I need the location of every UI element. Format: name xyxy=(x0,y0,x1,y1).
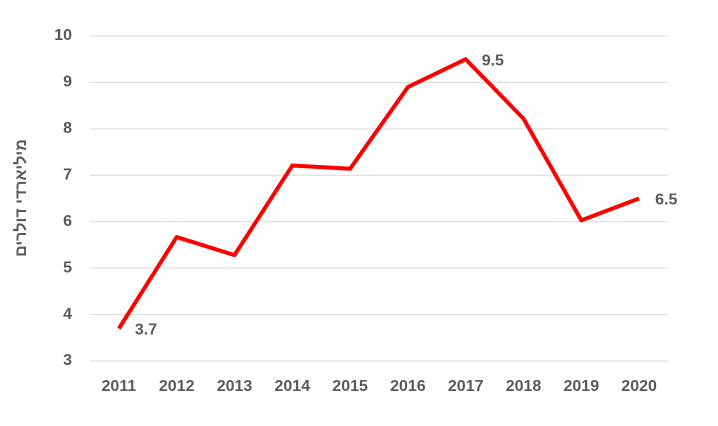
y-tick-label: 9 xyxy=(63,74,72,91)
y-tick-label: 5 xyxy=(63,259,72,276)
x-tick-label: 2018 xyxy=(506,378,542,395)
y-tick-label: 6 xyxy=(63,213,72,230)
data-label: 3.7 xyxy=(135,322,157,339)
y-tick-label: 8 xyxy=(63,120,72,137)
x-tick-label: 2016 xyxy=(390,378,426,395)
x-tick-label: 2020 xyxy=(621,378,657,395)
data-label: 6.5 xyxy=(655,192,677,209)
y-tick-label: 3 xyxy=(63,352,72,369)
y-axis-title: מיליארדי דולרים xyxy=(12,139,30,257)
y-tick-label: 7 xyxy=(63,167,72,184)
x-tick-label: 2017 xyxy=(448,378,484,395)
y-tick-label: 10 xyxy=(54,27,72,44)
x-tick-label: 2014 xyxy=(275,378,311,395)
x-tick-label: 2013 xyxy=(217,378,253,395)
data-line xyxy=(117,57,640,330)
x-tick-label: 2012 xyxy=(159,378,195,395)
y-tick-label: 4 xyxy=(63,306,72,323)
x-tick-label: 2019 xyxy=(564,378,600,395)
x-tick-label: 2015 xyxy=(332,378,368,395)
x-tick-label: 2011 xyxy=(102,378,137,395)
data-label: 9.5 xyxy=(482,52,504,69)
